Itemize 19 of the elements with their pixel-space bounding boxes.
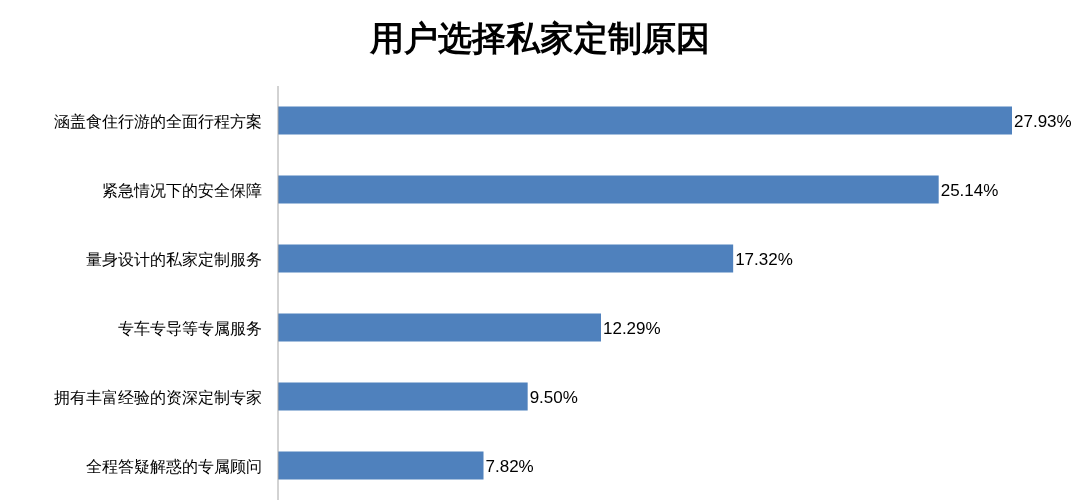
data-label: 7.82% <box>485 456 534 476</box>
y-tick-label: 专车专导等专属服务 <box>118 319 262 337</box>
bar <box>278 382 528 411</box>
y-tick-label: 拥有丰富经验的资深定制专家 <box>54 388 262 406</box>
data-label: 9.50% <box>529 387 578 407</box>
data-label: 27.93% <box>1014 111 1072 131</box>
bar <box>278 175 939 204</box>
bar <box>278 244 734 273</box>
data-label: 25.14% <box>940 180 999 200</box>
bar <box>278 451 484 480</box>
y-tick-label: 紧急情况下的安全保障 <box>102 181 262 199</box>
data-label: 12.29% <box>602 318 661 338</box>
bar <box>278 106 1012 135</box>
y-tick-label: 量身设计的私家定制服务 <box>86 250 262 268</box>
y-tick-label: 全程答疑解惑的专属顾问 <box>86 457 262 475</box>
y-tick-label: 涵盖食住行游的全面行程方案 <box>54 112 262 130</box>
data-label: 17.32% <box>735 249 793 269</box>
bar <box>278 313 601 342</box>
chart-title: 用户选择私家定制原因 <box>369 19 710 57</box>
